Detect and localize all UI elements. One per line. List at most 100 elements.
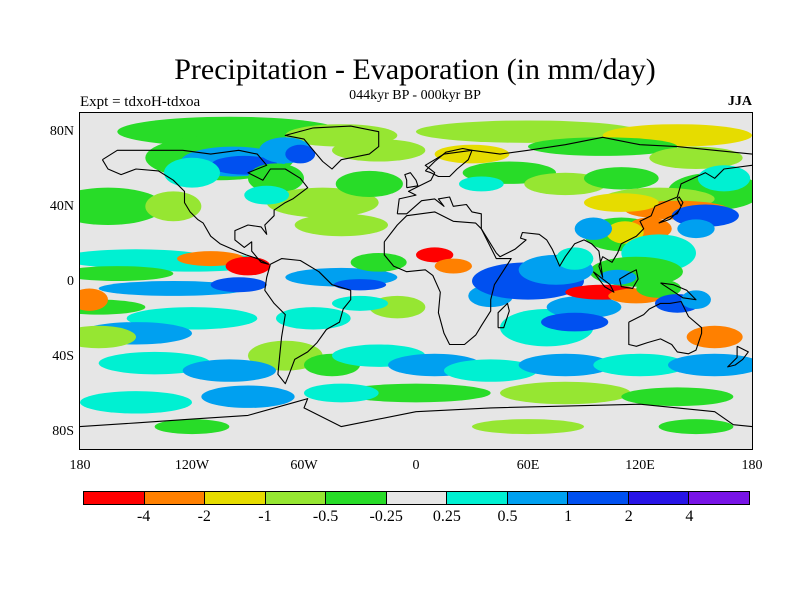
colorbar-label: -4 (136, 508, 151, 525)
colorbar-label: -0.25 (369, 508, 403, 525)
field-patch (444, 359, 538, 382)
field-patch (556, 247, 594, 270)
field-patch (201, 385, 295, 408)
field-patch (500, 381, 631, 405)
colorbar-box (84, 492, 145, 504)
field-patch (649, 146, 743, 169)
lat-tick-40s: 40S (52, 349, 74, 364)
field-patch (80, 187, 164, 225)
field-patch (677, 219, 715, 239)
field-patch (80, 325, 136, 349)
field-patch (686, 325, 743, 349)
experiment-label: Expt = tdxoH-tdxoa (80, 94, 201, 110)
field-patch (154, 419, 230, 435)
field-patch (98, 351, 211, 375)
field-patch (518, 353, 612, 377)
colorbar-box (144, 492, 206, 504)
field-patch (332, 139, 426, 162)
field-patch (574, 217, 612, 240)
colorbar-label: 1 (564, 508, 573, 525)
field-patch (80, 391, 192, 414)
coastline (80, 398, 752, 428)
field-patch (584, 193, 659, 212)
coastline (383, 211, 512, 346)
field-patch (593, 353, 687, 377)
colorbar-box (507, 492, 569, 504)
field-patch (528, 137, 678, 156)
plot-subtitle: 044kyr BP - 000kyr BP (349, 88, 481, 103)
field-patch (606, 221, 644, 244)
field-patch (598, 269, 637, 285)
colorbar (83, 491, 750, 505)
colorbar-box (386, 492, 448, 504)
field-patch (248, 163, 304, 194)
lon-tick-0: 0 (412, 458, 420, 473)
map-field-svg (80, 116, 752, 435)
lon-tick-180e: 180 (741, 458, 763, 473)
colorbar-label: 2 (624, 508, 633, 525)
field-patch (164, 157, 220, 188)
coastline (618, 269, 639, 290)
field-patch (541, 312, 609, 332)
coastline (592, 271, 615, 293)
lon-tick-120w: 120W (174, 458, 210, 473)
coastline (404, 172, 419, 189)
colorbar-box (447, 492, 508, 504)
lat-tick-80s: 80S (52, 424, 74, 439)
field-patch (434, 144, 510, 164)
colorbar-box (205, 492, 266, 504)
colorbar-label: 0.5 (497, 508, 518, 525)
season-label: JJA (727, 94, 752, 109)
lat-tick-80n: 80N (49, 124, 74, 139)
field-patch (80, 266, 174, 281)
lon-tick-60w: 60W (290, 458, 318, 473)
coastline (101, 149, 309, 265)
field-patch (294, 213, 388, 237)
colorbar-box (326, 492, 387, 504)
field-patch (210, 277, 267, 293)
field-patch (182, 359, 276, 382)
coastlines (80, 125, 752, 428)
colorbar-label: -1 (258, 508, 272, 525)
field-patch (621, 387, 734, 407)
lon-tick-180w: 180 (69, 458, 91, 473)
coastline (658, 196, 684, 224)
field-patch (333, 279, 387, 291)
field-patch (177, 251, 245, 267)
field-patch (332, 295, 388, 311)
coastline (264, 258, 352, 385)
field-patch (225, 256, 271, 276)
colorbar-box (568, 492, 629, 504)
lat-tick-40n: 40N (49, 199, 74, 214)
field-patch (434, 258, 473, 274)
field-patch (350, 253, 407, 272)
field-patch (584, 167, 659, 190)
coastline (284, 125, 380, 170)
lon-tick-60e: 60E (516, 458, 540, 473)
field-patch (458, 176, 504, 192)
coastline (397, 164, 752, 278)
colorbar-box (628, 492, 690, 504)
field-patch (472, 419, 584, 435)
lon-tick-120e: 120E (625, 458, 655, 473)
field-patch (285, 144, 316, 164)
field-patch (80, 288, 108, 311)
field-patch (276, 307, 351, 330)
colorbar-label: 0.25 (432, 508, 461, 525)
field-patch (416, 120, 640, 143)
field-patch (266, 187, 379, 218)
coastline (727, 345, 749, 368)
field-patch (668, 353, 752, 377)
colorbar-label: -2 (197, 508, 211, 525)
coastline (628, 300, 703, 355)
field-patch (248, 340, 323, 371)
coastline (497, 302, 510, 329)
coastline (396, 136, 752, 214)
field-patch (145, 191, 202, 222)
colorbar-label: -0.5 (312, 508, 339, 525)
coastline (424, 147, 473, 178)
field-patch (546, 295, 622, 319)
plot-title: Precipitation - Evaporation (in mm/day) (174, 53, 656, 86)
field-patch (697, 165, 751, 192)
field-patch (416, 247, 454, 263)
